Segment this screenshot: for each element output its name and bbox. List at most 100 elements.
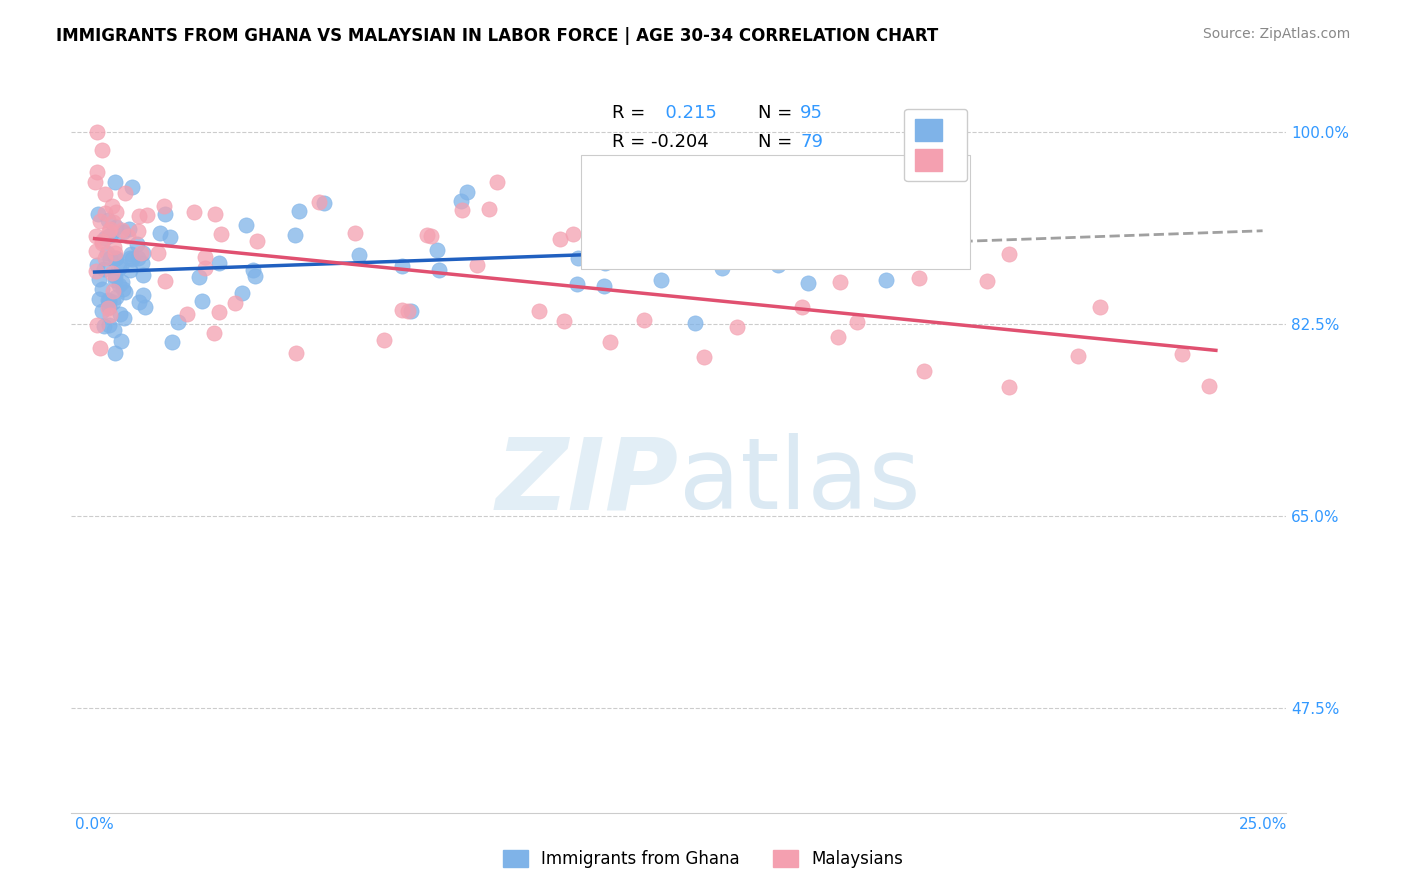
Point <box>134 300 156 314</box>
Point <box>121 252 143 267</box>
Point <box>162 334 184 349</box>
Point <box>633 312 655 326</box>
Point <box>104 176 127 190</box>
Point <box>235 219 257 233</box>
Point <box>84 244 107 259</box>
Point <box>194 250 217 264</box>
Point <box>91 304 114 318</box>
Point <box>103 215 125 229</box>
Point <box>1198 379 1220 393</box>
Point <box>146 245 169 260</box>
Point <box>155 206 177 220</box>
Point <box>104 290 127 304</box>
Point <box>90 282 112 296</box>
Point <box>1090 300 1112 314</box>
Point <box>93 262 115 277</box>
Point <box>766 237 789 252</box>
Point <box>416 227 439 242</box>
Point <box>104 268 127 283</box>
Point <box>120 246 142 260</box>
Point <box>693 351 716 365</box>
Point <box>104 246 127 260</box>
Point <box>97 301 120 316</box>
Point <box>127 224 149 238</box>
Point <box>136 208 159 222</box>
Text: N =: N = <box>758 103 792 122</box>
Point <box>827 330 849 344</box>
Text: R =: R = <box>612 103 645 122</box>
Point <box>97 293 120 308</box>
Point <box>96 246 118 260</box>
Point <box>194 261 217 276</box>
Point <box>86 318 108 333</box>
Point <box>86 258 108 272</box>
Point <box>208 305 231 319</box>
Point <box>159 230 181 244</box>
Point <box>167 315 190 329</box>
Text: 0.215: 0.215 <box>654 103 717 122</box>
Point <box>89 292 111 306</box>
Point <box>111 275 134 289</box>
Point <box>105 205 128 219</box>
Point <box>83 174 105 188</box>
Point <box>112 311 135 326</box>
Point <box>288 204 311 219</box>
Text: N =: N = <box>758 133 792 152</box>
Point <box>131 255 153 269</box>
Point <box>391 260 413 274</box>
Point <box>825 236 848 251</box>
Point <box>373 334 395 348</box>
Point <box>101 266 124 280</box>
Point <box>84 263 107 277</box>
Point <box>129 246 152 260</box>
Point <box>592 279 614 293</box>
Point <box>207 256 229 270</box>
Point <box>94 231 117 245</box>
Point <box>790 300 813 314</box>
Point <box>91 234 114 248</box>
Point <box>529 304 551 318</box>
Point <box>908 270 931 285</box>
Point <box>456 186 478 200</box>
Point <box>202 326 225 340</box>
Legend: , : , <box>904 109 967 181</box>
Point <box>111 282 134 296</box>
Point <box>1171 346 1194 360</box>
Point <box>98 308 121 322</box>
Point <box>599 335 621 350</box>
Point <box>725 319 748 334</box>
Point <box>550 232 572 246</box>
Point <box>183 205 205 219</box>
Point <box>711 235 734 250</box>
Point <box>420 229 443 244</box>
Point <box>683 317 706 331</box>
Point <box>391 302 413 317</box>
Point <box>87 207 110 221</box>
Point <box>153 199 176 213</box>
Point <box>101 199 124 213</box>
Point <box>94 252 117 266</box>
Point <box>98 227 121 242</box>
Point <box>93 186 115 201</box>
Point <box>768 258 790 272</box>
Point <box>314 196 336 211</box>
Point <box>98 221 121 235</box>
Point <box>343 226 366 240</box>
Point <box>242 263 264 277</box>
Point <box>89 272 111 286</box>
Point <box>664 238 686 252</box>
Point <box>104 251 127 265</box>
Point <box>86 125 108 139</box>
Point <box>347 248 370 262</box>
Point <box>127 251 149 265</box>
Point <box>103 323 125 337</box>
Point <box>108 307 131 321</box>
Point <box>110 334 132 348</box>
Point <box>450 194 472 208</box>
Point <box>209 227 232 241</box>
Point <box>593 256 616 270</box>
Point <box>231 286 253 301</box>
Point <box>153 274 176 288</box>
Point <box>132 245 155 260</box>
Point <box>101 285 124 299</box>
